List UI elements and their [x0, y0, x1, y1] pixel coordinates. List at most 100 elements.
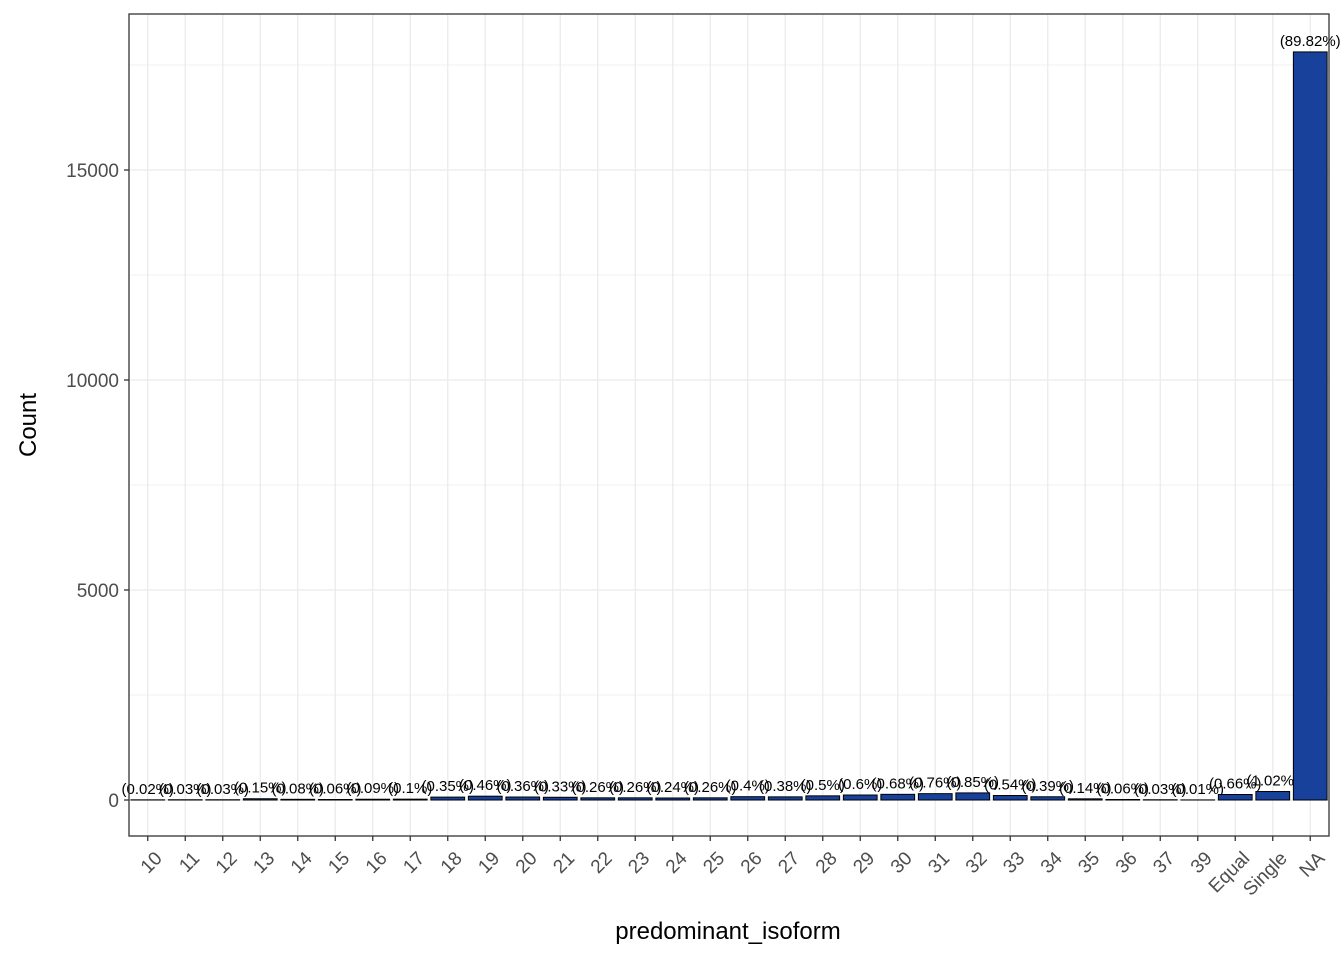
data-label: (0.26%) — [684, 779, 737, 796]
x-tick-label: 29 — [849, 848, 879, 878]
x-tick-label: 12 — [212, 848, 242, 878]
x-tick-label: 14 — [287, 848, 317, 878]
data-label: (0.09%) — [346, 780, 399, 797]
data-label: (0.26%) — [571, 779, 624, 796]
x-tick-label: 33 — [999, 848, 1029, 878]
data-label: (1.02%) — [1246, 773, 1299, 790]
x-tick-label: 21 — [549, 848, 579, 878]
panel-border — [128, 13, 1330, 837]
bar — [1067, 798, 1103, 801]
bar — [280, 798, 316, 801]
bar — [842, 794, 878, 801]
data-label: (0.26%) — [609, 779, 662, 796]
x-axis-title: predominant_isoform — [615, 918, 840, 945]
x-tick-label: 13 — [249, 848, 279, 878]
y-tick-label: 15000 — [66, 161, 119, 182]
data-label: (0.06%) — [1096, 781, 1149, 798]
y-tick-label: 10000 — [66, 371, 119, 392]
data-label: (0.01%) — [1171, 781, 1224, 798]
data-label: (0.85%) — [946, 774, 999, 791]
x-tick-label: 35 — [1074, 848, 1104, 878]
x-tick-label: 25 — [699, 848, 729, 878]
x-tick-label: 19 — [474, 848, 504, 878]
data-label: (0.33%) — [534, 778, 587, 795]
bar — [805, 795, 841, 801]
bar — [1292, 51, 1328, 801]
bar — [430, 796, 466, 801]
data-label: (0.54%) — [984, 777, 1037, 794]
x-tick-label: 10 — [137, 848, 167, 878]
x-tick-label: 17 — [399, 848, 429, 878]
bar — [542, 796, 578, 801]
x-tick-label: 18 — [437, 848, 467, 878]
bar — [767, 796, 803, 801]
bar — [992, 795, 1028, 801]
data-label: (0.68%) — [871, 775, 924, 792]
data-label: (0.5%) — [801, 777, 845, 794]
bar — [655, 797, 691, 801]
bar — [317, 799, 353, 801]
data-label: (0.39%) — [1021, 778, 1074, 795]
bar — [880, 793, 916, 801]
data-label: (0.03%) — [196, 781, 249, 798]
bar — [1105, 799, 1141, 801]
y-tick-label: 0 — [108, 791, 119, 812]
bar — [580, 797, 616, 801]
y-tick-label: 5000 — [77, 581, 119, 602]
data-label: (0.36%) — [496, 778, 549, 795]
x-tick-label: 30 — [887, 848, 917, 878]
bar — [392, 798, 428, 801]
x-tick-label: Single — [1239, 848, 1291, 900]
x-tick-label: 37 — [1149, 848, 1179, 878]
x-tick-label: 11 — [175, 848, 204, 877]
data-label: (0.35%) — [421, 778, 474, 795]
data-label: (0.08%) — [271, 780, 324, 797]
bar — [617, 797, 653, 801]
data-label: (0.03%) — [159, 781, 212, 798]
x-tick-label: 23 — [624, 848, 654, 878]
x-tick-label: 31 — [924, 848, 954, 878]
data-label: (0.76%) — [909, 775, 962, 792]
x-tick-label: 39 — [1187, 848, 1217, 878]
bar — [355, 798, 391, 801]
data-label: (0.14%) — [1059, 780, 1112, 797]
x-tick-label: NA — [1296, 848, 1330, 882]
x-tick-label: 26 — [737, 848, 767, 878]
bar — [730, 796, 766, 801]
x-tick-label: 24 — [662, 848, 692, 878]
data-label: (89.82%) — [1280, 33, 1341, 50]
bar — [505, 796, 541, 801]
x-tick-label: 20 — [512, 848, 542, 878]
data-label: (0.66%) — [1209, 776, 1262, 793]
x-tick-label: 36 — [1112, 848, 1142, 878]
bar — [242, 798, 278, 801]
x-tick-label: 15 — [324, 848, 354, 878]
bar — [692, 797, 728, 801]
bar — [917, 793, 953, 801]
data-label: (0.02%) — [121, 781, 174, 798]
data-label: (0.06%) — [309, 781, 362, 798]
data-label: (0.03%) — [1134, 781, 1187, 798]
x-tick-label: 28 — [812, 848, 842, 878]
x-tick-label: 32 — [962, 848, 992, 878]
data-label: (0.4%) — [726, 778, 770, 795]
x-tick-label: 34 — [1037, 848, 1067, 878]
bar — [1217, 794, 1253, 801]
y-axis-title: Count — [15, 393, 42, 457]
bar — [1030, 796, 1066, 801]
x-tick-label: 27 — [774, 848, 804, 878]
data-label: (0.24%) — [646, 779, 699, 796]
data-label: (0.6%) — [838, 776, 882, 793]
data-label: (0.15%) — [234, 780, 287, 797]
data-label: (0.38%) — [759, 778, 812, 795]
data-label: (0.1%) — [388, 780, 432, 797]
panel — [129, 14, 1329, 836]
bar — [955, 792, 991, 801]
x-tick-label: 16 — [362, 848, 392, 878]
bar — [1255, 791, 1291, 801]
data-label: (0.46%) — [459, 777, 512, 794]
bar — [467, 795, 503, 801]
x-tick-label: 22 — [587, 848, 617, 878]
